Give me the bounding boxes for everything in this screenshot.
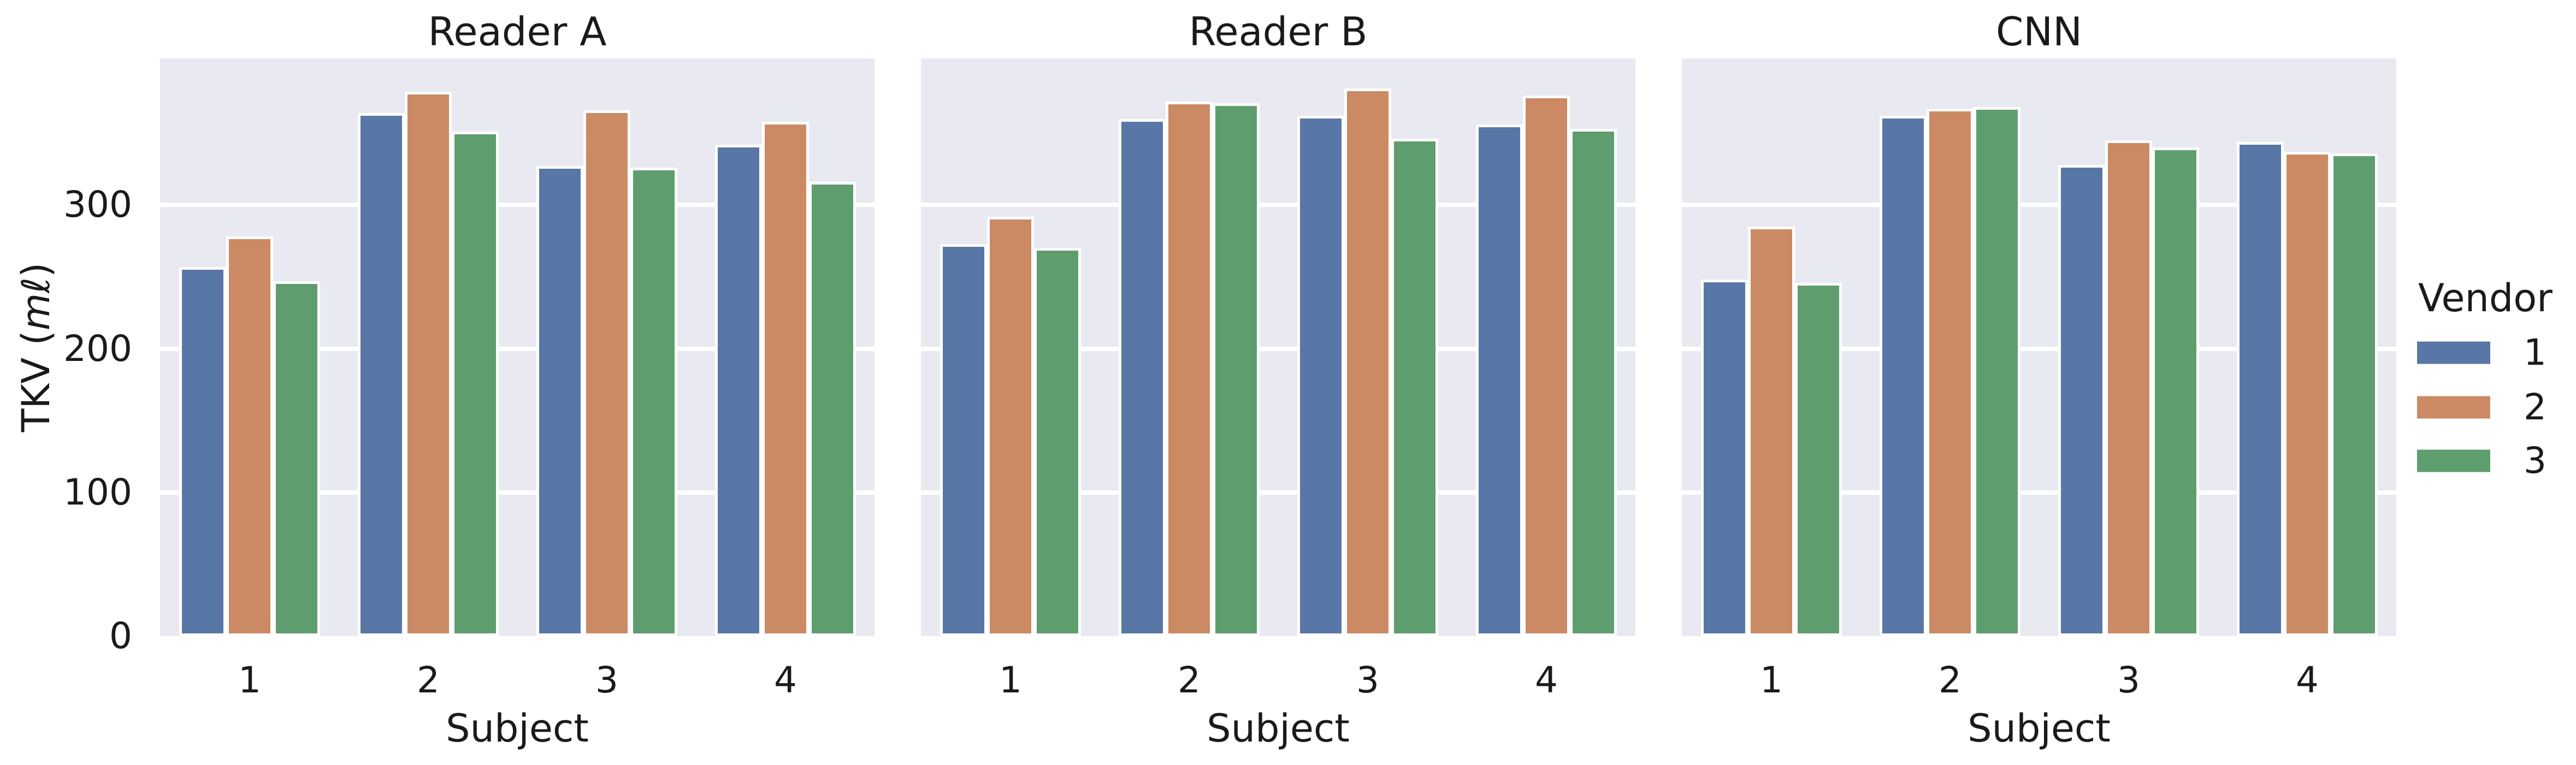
panel-2: Reader B 1 2 3 4 Subject [921, 0, 1635, 765]
y-axis-label-suffix: ) [14, 262, 58, 278]
bar-subject1-vendor1 [179, 267, 226, 636]
plot-area [160, 58, 875, 636]
x-tick-4: 4 [774, 659, 797, 701]
bar-subject1-vendor3 [273, 281, 320, 636]
x-tick-2: 2 [1939, 659, 1961, 701]
panel-title: Reader B [1189, 9, 1368, 55]
y-tick-200: 200 [63, 328, 132, 370]
x-tick-1: 1 [238, 659, 261, 701]
bar-subject1-vendor2 [987, 217, 1034, 636]
y-tick-300: 300 [63, 183, 132, 226]
x-tick-3: 3 [595, 659, 618, 701]
gridline-200 [1682, 347, 2396, 351]
x-tick-3: 3 [1356, 659, 1379, 701]
bar-subject3-vendor1 [2058, 165, 2105, 636]
bar-subject3-vendor2 [1344, 88, 1391, 636]
gridline-300 [160, 203, 875, 207]
y-tick-100: 100 [63, 471, 132, 513]
legend-swatch-3 [2417, 449, 2490, 472]
x-tick-1: 1 [999, 659, 1022, 701]
y-axis-label: TKV (mℓ) [14, 262, 58, 432]
gridline-100 [160, 490, 875, 495]
plot-area [921, 58, 1635, 636]
panel-1: Reader A 1 2 3 4 Subject [160, 0, 875, 765]
bar-subject2-vendor3 [1213, 103, 1260, 636]
bar-subject3-vendor3 [2152, 147, 2199, 636]
bar-subject2-vendor2 [1166, 102, 1213, 636]
x-tick-2: 2 [417, 659, 440, 701]
bar-subject2-vendor2 [1927, 109, 1974, 636]
bar-subject2-vendor1 [1880, 116, 1927, 636]
panel-3: CNN 1 2 3 4 Subject [1682, 0, 2396, 765]
x-tick-4: 4 [1535, 659, 1558, 701]
gridline-100 [1682, 490, 2396, 495]
bar-subject3-vendor3 [1391, 139, 1438, 636]
y-axis-label-italic: mℓ [14, 277, 58, 331]
legend-label-2: 2 [2524, 386, 2547, 428]
bar-subject4-vendor2 [2284, 152, 2331, 636]
bar-subject4-vendor1 [715, 145, 762, 636]
x-axis-label: Subject [1968, 706, 2111, 751]
panel-title: Reader A [428, 9, 607, 55]
bar-subject4-vendor1 [1476, 124, 1523, 636]
legend-label-3: 3 [2524, 440, 2547, 482]
bar-subject2-vendor1 [1119, 119, 1166, 636]
legend-swatch-2 [2417, 396, 2490, 419]
bar-subject1-vendor1 [940, 244, 987, 636]
plot-area [1682, 58, 2396, 636]
bar-subject4-vendor2 [1523, 96, 1570, 636]
y-axis-label-prefix: TKV ( [14, 330, 58, 432]
bar-subject1-vendor3 [1795, 283, 1842, 636]
bar-subject2-vendor3 [452, 132, 499, 636]
gridline-300 [921, 203, 1635, 207]
x-tick-3: 3 [2117, 659, 2140, 701]
bar-subject1-vendor1 [1701, 280, 1748, 636]
x-tick-2: 2 [1178, 659, 1201, 701]
bar-subject4-vendor3 [1570, 129, 1617, 636]
bar-subject2-vendor1 [358, 113, 405, 636]
bar-subject4-vendor1 [2237, 142, 2284, 636]
bar-subject2-vendor2 [405, 92, 452, 636]
bar-subject1-vendor2 [1748, 227, 1795, 636]
x-tick-1: 1 [1760, 659, 1783, 701]
bar-subject3-vendor2 [2105, 140, 2152, 636]
x-axis-label: Subject [1207, 706, 1350, 751]
x-tick-4: 4 [2296, 659, 2319, 701]
bar-subject1-vendor2 [226, 236, 273, 636]
legend-label-1: 1 [2524, 331, 2547, 373]
bar-subject2-vendor3 [1974, 107, 2020, 636]
bar-subject4-vendor3 [2331, 153, 2378, 636]
bar-subject3-vendor2 [583, 110, 630, 636]
bar-subject4-vendor3 [809, 182, 856, 636]
bar-subject1-vendor3 [1034, 248, 1081, 636]
legend-swatch-1 [2417, 341, 2490, 364]
x-axis-label: Subject [446, 706, 589, 751]
bar-subject4-vendor2 [762, 122, 809, 636]
bar-subject3-vendor1 [1297, 116, 1344, 636]
gridline-200 [921, 347, 1635, 351]
gridline-100 [921, 490, 1635, 495]
legend-title: Vendor [2418, 276, 2553, 321]
gridline-200 [160, 347, 875, 351]
panel-title: CNN [1996, 9, 2082, 55]
y-tick-0: 0 [109, 615, 132, 657]
gridline-300 [1682, 203, 2396, 207]
bar-subject3-vendor3 [630, 168, 677, 636]
bar-subject3-vendor1 [536, 166, 583, 636]
